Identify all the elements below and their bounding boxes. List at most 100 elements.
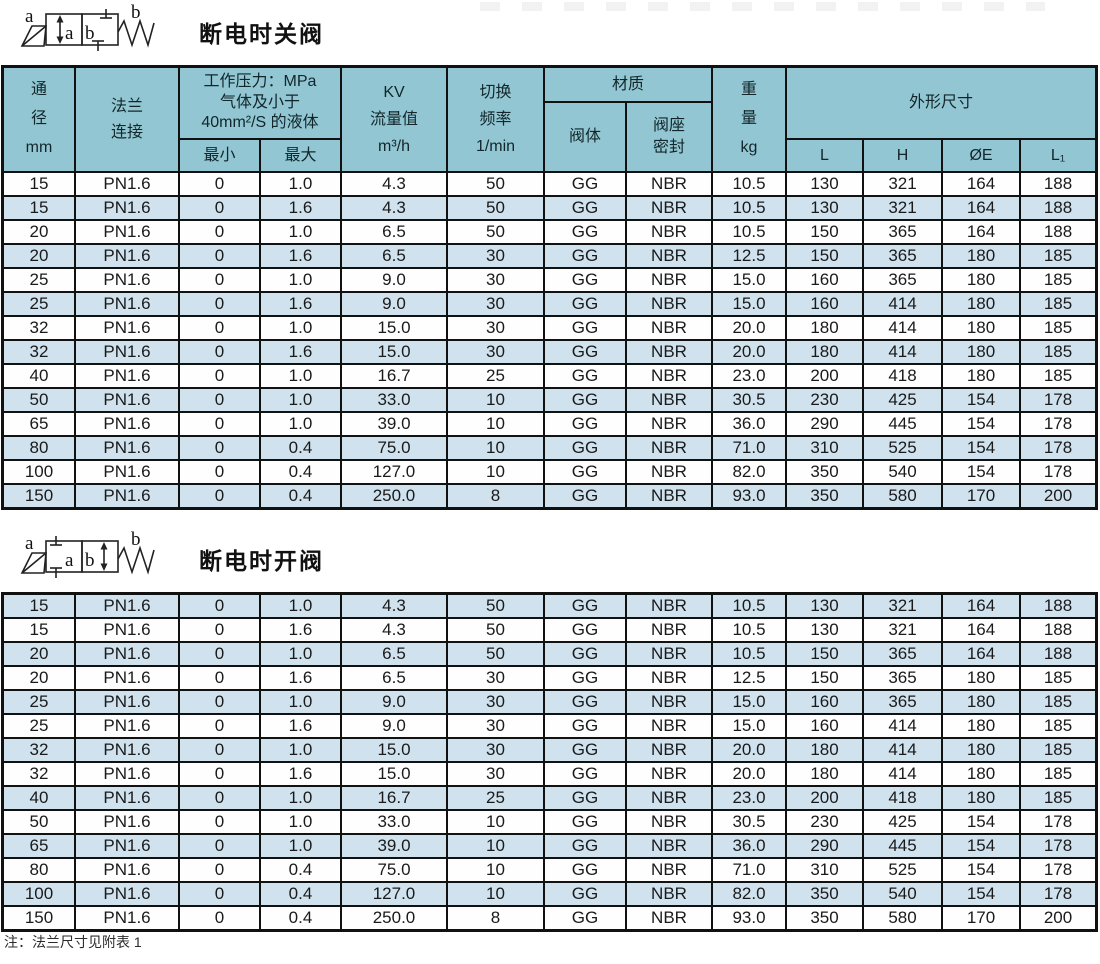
cell: NBR bbox=[627, 485, 711, 507]
cell: 0 bbox=[180, 485, 259, 507]
cell: PN1.6 bbox=[76, 883, 178, 905]
cell: 0.4 bbox=[261, 485, 340, 507]
header-dimensions: 外形尺寸 bbox=[787, 68, 1095, 138]
cell: 178 bbox=[1021, 811, 1095, 833]
cell: 164 bbox=[943, 197, 1019, 219]
cell: 65 bbox=[4, 413, 74, 435]
cell: 0 bbox=[180, 173, 259, 195]
cell: NBR bbox=[627, 619, 711, 641]
cell: 23.0 bbox=[713, 787, 785, 809]
cell: 0 bbox=[180, 595, 259, 617]
cell: 164 bbox=[943, 619, 1019, 641]
cell: 350 bbox=[787, 883, 862, 905]
cell: GG bbox=[545, 173, 625, 195]
cell: 9.0 bbox=[342, 691, 446, 713]
cell: 10 bbox=[448, 835, 543, 857]
cell: 25 bbox=[4, 269, 74, 291]
cell: 1.0 bbox=[261, 691, 340, 713]
cell: 20 bbox=[4, 643, 74, 665]
cell: 93.0 bbox=[713, 907, 785, 929]
cell: 290 bbox=[787, 835, 862, 857]
cell: 1.0 bbox=[261, 413, 340, 435]
cell: 15.0 bbox=[713, 715, 785, 737]
cell: 180 bbox=[943, 365, 1019, 387]
cell: GG bbox=[545, 763, 625, 785]
cell: 1.0 bbox=[261, 173, 340, 195]
cell: PN1.6 bbox=[76, 365, 178, 387]
cell: 10.5 bbox=[713, 619, 785, 641]
cell: 310 bbox=[787, 437, 862, 459]
header-dim-L: L bbox=[787, 140, 862, 171]
cell: PN1.6 bbox=[76, 437, 178, 459]
cell: PN1.6 bbox=[76, 691, 178, 713]
cell: 1.0 bbox=[261, 389, 340, 411]
cell: 82.0 bbox=[713, 461, 785, 483]
cell: 0 bbox=[180, 739, 259, 761]
spring-icon bbox=[117, 18, 155, 48]
cell: 4.3 bbox=[342, 197, 446, 219]
cell: 150 bbox=[787, 245, 862, 267]
cell: 425 bbox=[864, 389, 941, 411]
cell: 50 bbox=[448, 595, 543, 617]
header-seat-seal: 阀座 密封 bbox=[627, 103, 711, 171]
header-pressure-max: 最大 bbox=[261, 140, 340, 171]
cell: 33.0 bbox=[342, 389, 446, 411]
cell: 154 bbox=[943, 883, 1019, 905]
cell: 0 bbox=[180, 811, 259, 833]
cell: GG bbox=[545, 293, 625, 315]
header-dim-L1: L₁ bbox=[1021, 140, 1095, 171]
cell: PN1.6 bbox=[76, 907, 178, 929]
header-dim-H: H bbox=[864, 140, 941, 171]
cell: 365 bbox=[864, 221, 941, 243]
cell: 30 bbox=[448, 691, 543, 713]
symbol2-port-b-label: b bbox=[131, 529, 141, 550]
cell: 0 bbox=[180, 293, 259, 315]
cell: 6.5 bbox=[342, 245, 446, 267]
cell: 418 bbox=[864, 787, 941, 809]
cell: 30 bbox=[448, 269, 543, 291]
header-working-pressure: 工作压力：MPa 气体及小于 40mm²/S 的液体 bbox=[180, 68, 340, 138]
cell: 164 bbox=[943, 173, 1019, 195]
cell: 20.0 bbox=[713, 317, 785, 339]
cell: GG bbox=[545, 787, 625, 809]
cell: 4.3 bbox=[342, 619, 446, 641]
cell: PN1.6 bbox=[76, 245, 178, 267]
cell: 15.0 bbox=[342, 317, 446, 339]
cell: 93.0 bbox=[713, 485, 785, 507]
cell: NBR bbox=[627, 389, 711, 411]
cell: 1.6 bbox=[261, 341, 340, 363]
cell: 1.6 bbox=[261, 619, 340, 641]
cell: PN1.6 bbox=[76, 485, 178, 507]
cell: PN1.6 bbox=[76, 595, 178, 617]
cell: 0 bbox=[180, 413, 259, 435]
cell: 230 bbox=[787, 811, 862, 833]
header-valve-body: 阀体 bbox=[545, 103, 625, 171]
cell: NBR bbox=[627, 461, 711, 483]
cell: 1.0 bbox=[261, 787, 340, 809]
cell: 185 bbox=[1021, 341, 1095, 363]
cell: PN1.6 bbox=[76, 859, 178, 881]
cell: 250.0 bbox=[342, 485, 446, 507]
cell: 525 bbox=[864, 859, 941, 881]
cell: 1.6 bbox=[261, 715, 340, 737]
cell: 0 bbox=[180, 365, 259, 387]
cell: 0 bbox=[180, 667, 259, 689]
cell: NBR bbox=[627, 595, 711, 617]
cell: 1.0 bbox=[261, 643, 340, 665]
cell: 185 bbox=[1021, 245, 1095, 267]
cell: 0 bbox=[180, 787, 259, 809]
cell: 50 bbox=[4, 389, 74, 411]
cell: 10 bbox=[448, 811, 543, 833]
cell: 12.5 bbox=[713, 245, 785, 267]
cell: 25 bbox=[448, 787, 543, 809]
cell: GG bbox=[545, 883, 625, 905]
cell: 0 bbox=[180, 389, 259, 411]
cell: GG bbox=[545, 413, 625, 435]
cell: 350 bbox=[787, 485, 862, 507]
cell: 71.0 bbox=[713, 437, 785, 459]
cell: 200 bbox=[1021, 907, 1095, 929]
cell: 540 bbox=[864, 461, 941, 483]
cell: 180 bbox=[943, 293, 1019, 315]
cell: 20 bbox=[4, 245, 74, 267]
cell: 365 bbox=[864, 667, 941, 689]
